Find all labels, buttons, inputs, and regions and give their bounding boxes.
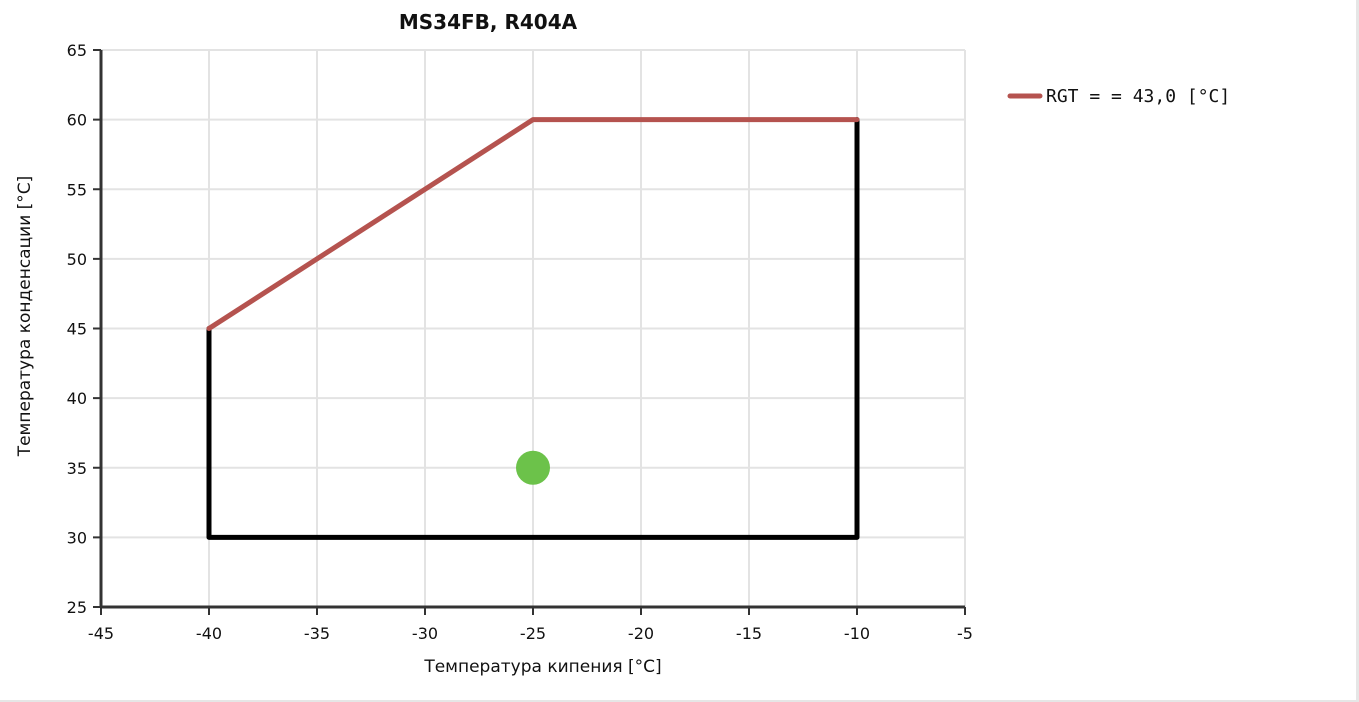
grid: [101, 49, 966, 607]
series-line-0: [206, 117, 860, 331]
operating-point: [516, 450, 550, 485]
operating-point-group: [516, 450, 550, 485]
x-tick-label-0: -45: [88, 624, 114, 643]
y-tick-label-1: 30: [67, 528, 87, 547]
x-tick-label-1: -40: [196, 624, 222, 643]
x-tick-label-5: -20: [628, 624, 654, 643]
y-tick-label-5: 50: [67, 250, 87, 269]
series-line-1: [206, 117, 860, 540]
y-ticks: 25 30 35 40 45 50 55 60 65: [67, 41, 101, 617]
y-tick-label-3: 40: [67, 389, 87, 408]
x-tick-label-4: -25: [520, 624, 546, 643]
y-tick-label-0: 25: [67, 598, 87, 617]
legend-label: RGT = = 43,0 [°C]: [1046, 86, 1230, 107]
x-tick-label-3: -30: [412, 624, 438, 643]
y-tick-label-2: 35: [67, 459, 87, 478]
y-axis-title: Температура конденсации [°C]: [15, 176, 35, 458]
frame-bottom: [0, 700, 1359, 702]
y-tick-label-4: 45: [67, 320, 87, 339]
x-axis-title: Температура кипения [°C]: [423, 657, 661, 677]
x-tick-label-2: -35: [304, 624, 330, 643]
x-tick-label-6: -15: [736, 624, 762, 643]
y-tick-label-8: 65: [67, 41, 87, 60]
x-tick-label-7: -10: [844, 624, 870, 643]
series-group: [206, 117, 860, 540]
x-ticks: -45 -40 -35 -30 -25 -20 -15 -10 -5: [88, 607, 973, 643]
frame-right: [1356, 0, 1359, 702]
chart-title: MS34FB, R404A: [399, 10, 578, 34]
y-tick-label-7: 60: [67, 111, 87, 130]
x-tick-label-8: -5: [957, 624, 973, 643]
legend: RGT = = 43,0 [°C]: [1007, 86, 1230, 107]
y-tick-label-6: 55: [67, 180, 87, 199]
